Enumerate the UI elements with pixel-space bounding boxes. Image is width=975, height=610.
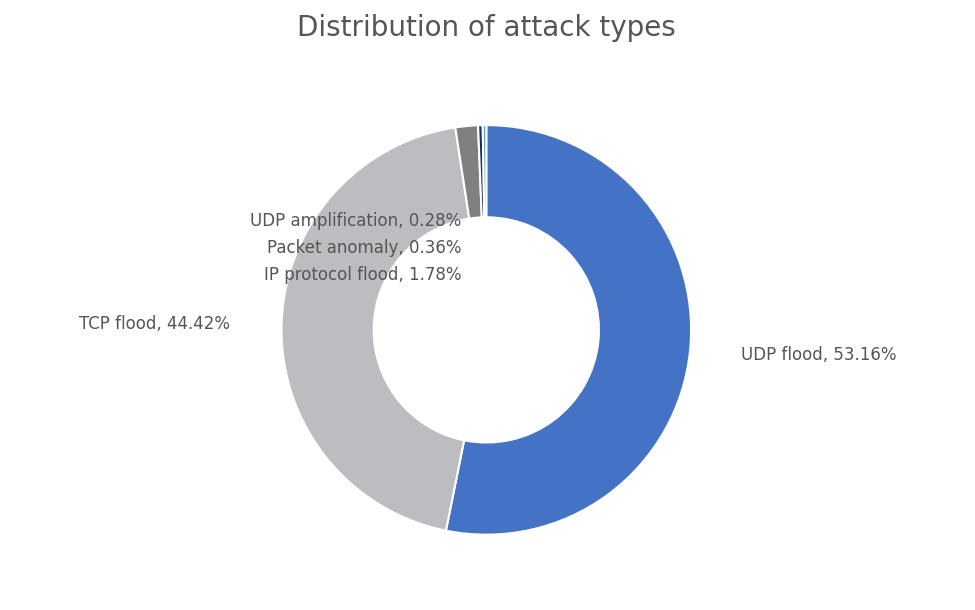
Wedge shape bbox=[478, 125, 485, 217]
Text: UDP flood, 53.16%: UDP flood, 53.16% bbox=[741, 346, 897, 364]
Title: Distribution of attack types: Distribution of attack types bbox=[297, 14, 676, 42]
Wedge shape bbox=[455, 125, 482, 218]
Text: UDP amplification, 0.28%: UDP amplification, 0.28% bbox=[251, 212, 462, 231]
Text: IP protocol flood, 1.78%: IP protocol flood, 1.78% bbox=[264, 265, 462, 284]
Wedge shape bbox=[282, 127, 469, 531]
Text: TCP flood, 44.42%: TCP flood, 44.42% bbox=[79, 315, 230, 333]
Wedge shape bbox=[483, 125, 487, 217]
Wedge shape bbox=[446, 125, 691, 535]
Text: Packet anomaly, 0.36%: Packet anomaly, 0.36% bbox=[267, 239, 462, 257]
